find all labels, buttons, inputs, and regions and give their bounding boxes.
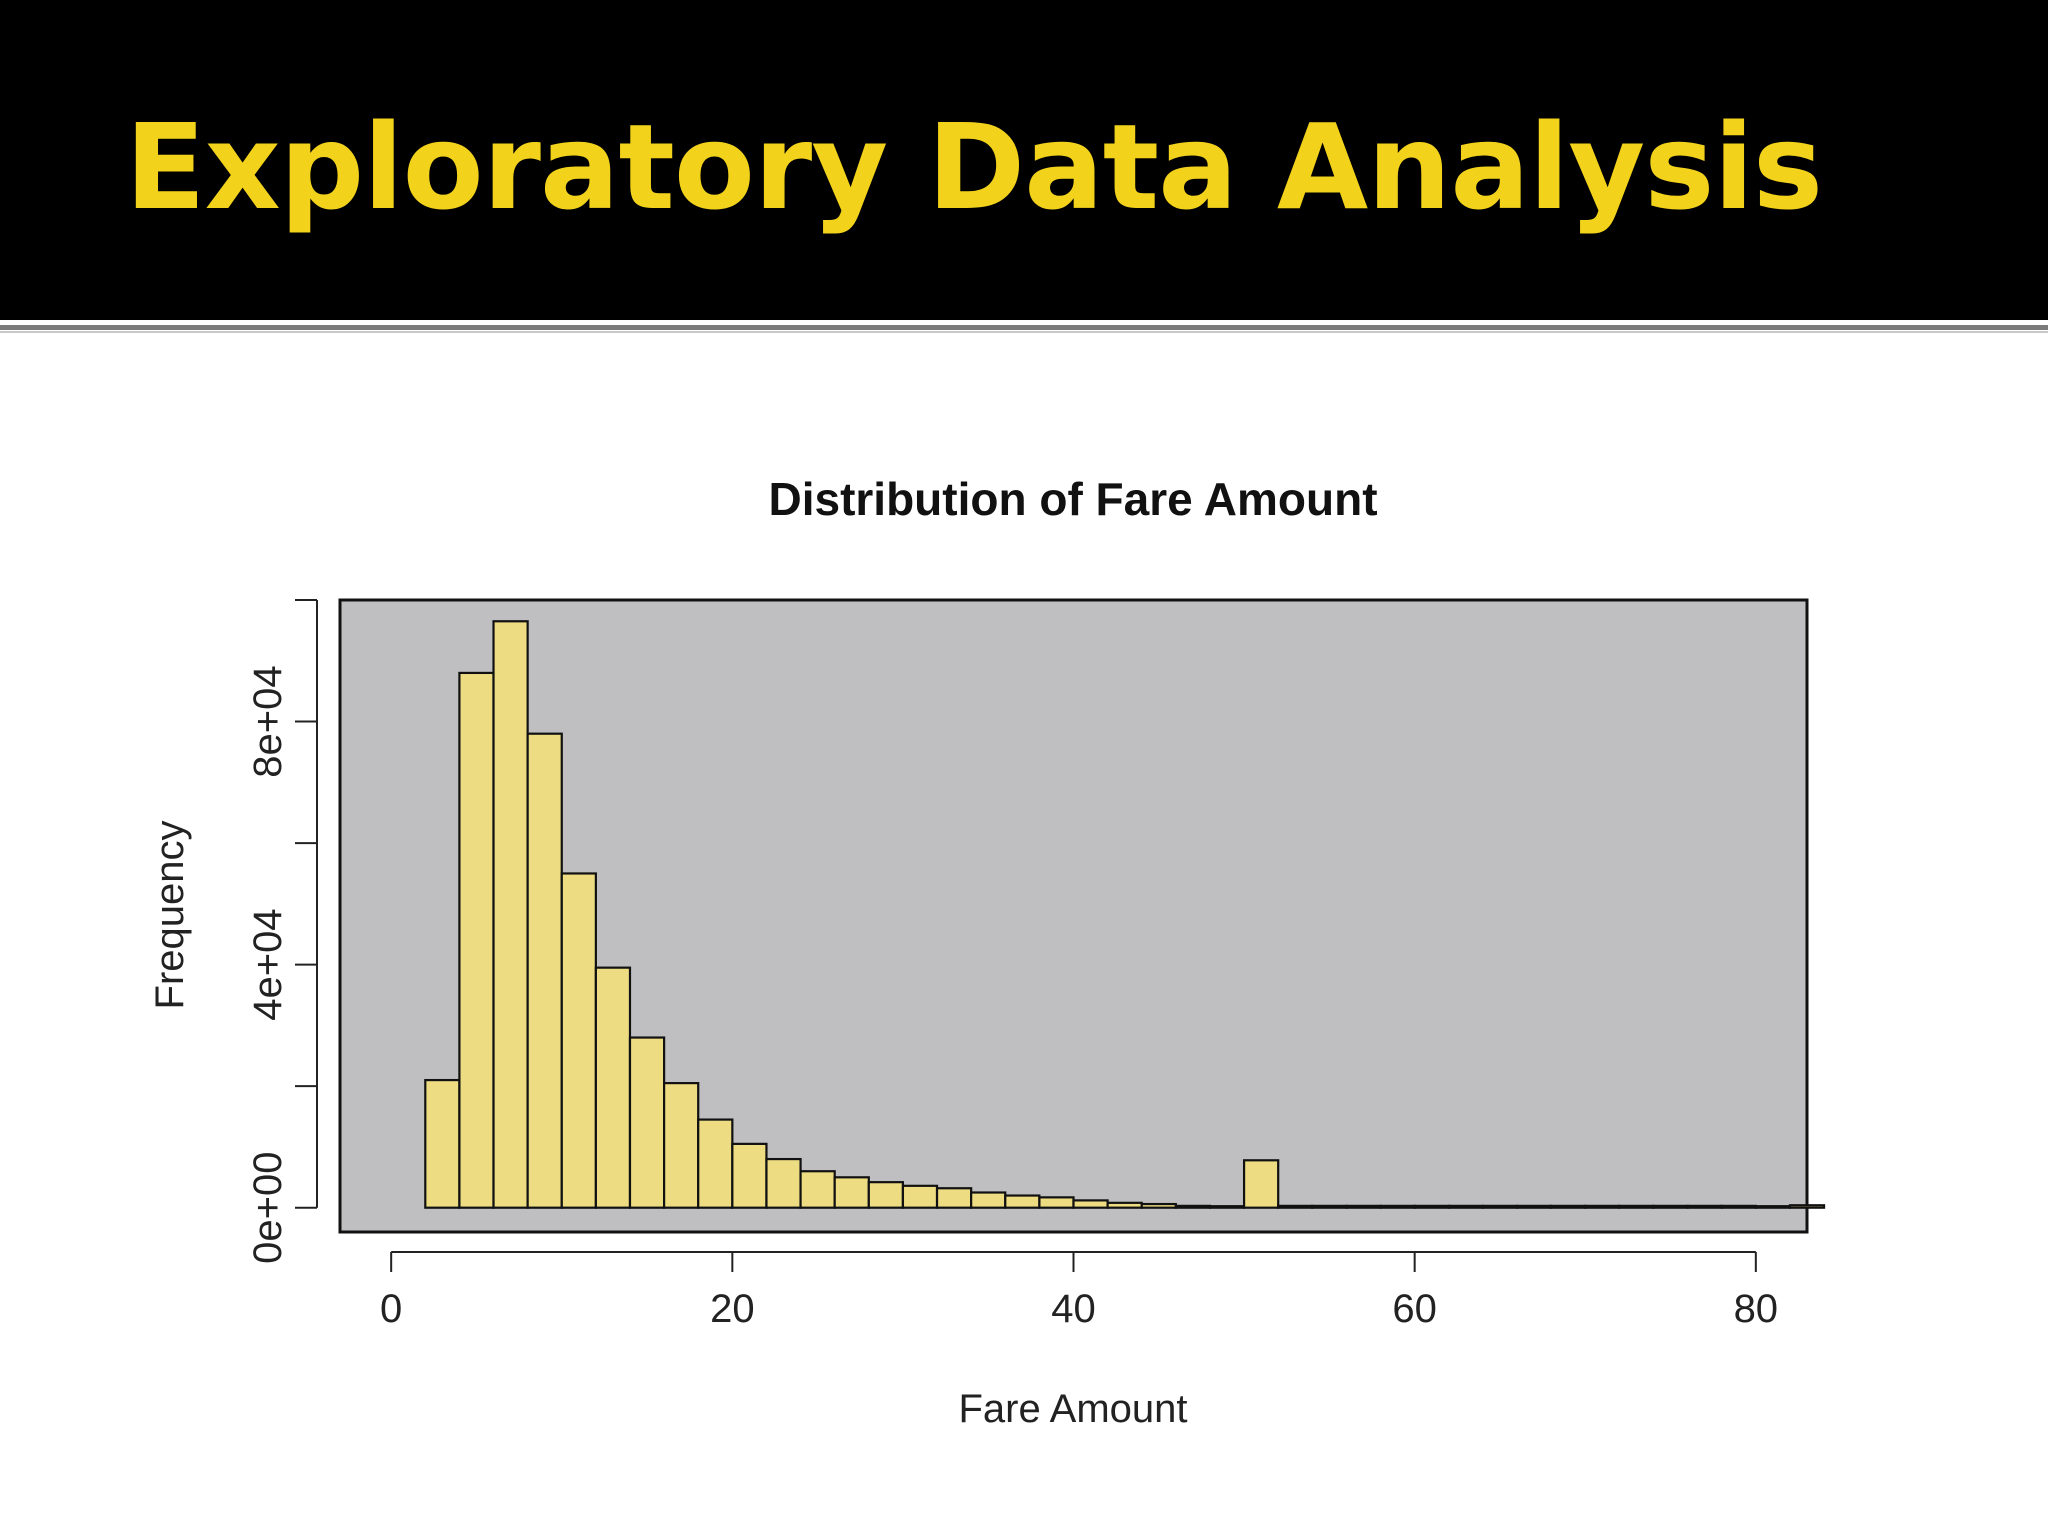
histogram-bar: [1277, 1204, 1314, 1209]
slide-header: [0, 0, 2048, 320]
histogram-bar: [799, 1170, 836, 1209]
histogram-bar: [663, 1082, 700, 1209]
histogram-bar: [1550, 1204, 1587, 1209]
header-divider-shadow: [0, 331, 2048, 333]
histogram-bar: [867, 1181, 905, 1209]
y-axis: 0e+00 4e+04 8e+04: [246, 599, 318, 1264]
histogram-bar: [1788, 1204, 1826, 1209]
histogram-bar: [1652, 1204, 1689, 1209]
histogram-bar: [697, 1118, 734, 1209]
y-axis-label: Frequency: [148, 821, 192, 1010]
histogram-bar: [594, 966, 632, 1209]
histogram-bar: [458, 671, 495, 1209]
histogram-bar: [628, 1036, 666, 1209]
histogram-bar: [1720, 1204, 1757, 1209]
histogram-bar: [560, 872, 597, 1209]
histogram-bar: [765, 1157, 802, 1209]
histogram-bar: [1481, 1204, 1519, 1209]
histogram-bar: [1311, 1204, 1348, 1209]
x-tick-label: 20: [710, 1287, 755, 1331]
histogram-bar: [1004, 1194, 1041, 1209]
x-axis-label: Fare Amount: [958, 1387, 1187, 1431]
histogram-bar: [1754, 1205, 1792, 1209]
histogram-bar: [424, 1078, 461, 1209]
y-tick-label: 8e+04: [246, 665, 290, 777]
chart-title: Distribution of Fare Amount: [768, 473, 1377, 525]
x-tick-label: 40: [1051, 1287, 1096, 1331]
y-tick-label: 4e+04: [246, 908, 290, 1020]
histogram-bar: [935, 1187, 973, 1209]
histogram-bar: [1174, 1204, 1212, 1209]
histogram-bar: [1379, 1204, 1416, 1209]
histogram-bar: [526, 732, 563, 1209]
histogram-bar: [1345, 1204, 1382, 1209]
histogram-bar: [901, 1184, 939, 1209]
histogram-bar: [1038, 1196, 1075, 1209]
histogram-bar: [1618, 1204, 1655, 1209]
x-tick-label: 60: [1392, 1287, 1437, 1331]
x-tick-label: 0: [380, 1287, 402, 1331]
y-tick-label: 0e+00: [246, 1152, 290, 1264]
slide-title: Exploratory Data Analysis: [125, 98, 1823, 236]
histogram-bar: [1106, 1201, 1143, 1209]
header-divider: [0, 325, 2048, 330]
histogram-bar: [1584, 1204, 1621, 1209]
histogram-bar: [1072, 1199, 1109, 1209]
histogram-bar: [1413, 1204, 1450, 1209]
histogram-bar: [1515, 1204, 1553, 1209]
histogram-bar: [1140, 1202, 1177, 1209]
histogram-bar: [1208, 1205, 1246, 1209]
x-axis: 0 20 40 60 80: [380, 1251, 1779, 1331]
histogram-bar: [1686, 1204, 1723, 1209]
histogram-bar: [1447, 1204, 1484, 1209]
histogram-bar: [731, 1142, 768, 1209]
histogram-bar: [492, 620, 529, 1209]
x-tick-label: 80: [1734, 1287, 1779, 1331]
histogram-bar: [833, 1176, 870, 1209]
histogram-bar: [970, 1191, 1007, 1209]
histogram-bar: [1242, 1159, 1280, 1209]
histogram-bars: [424, 620, 1826, 1209]
